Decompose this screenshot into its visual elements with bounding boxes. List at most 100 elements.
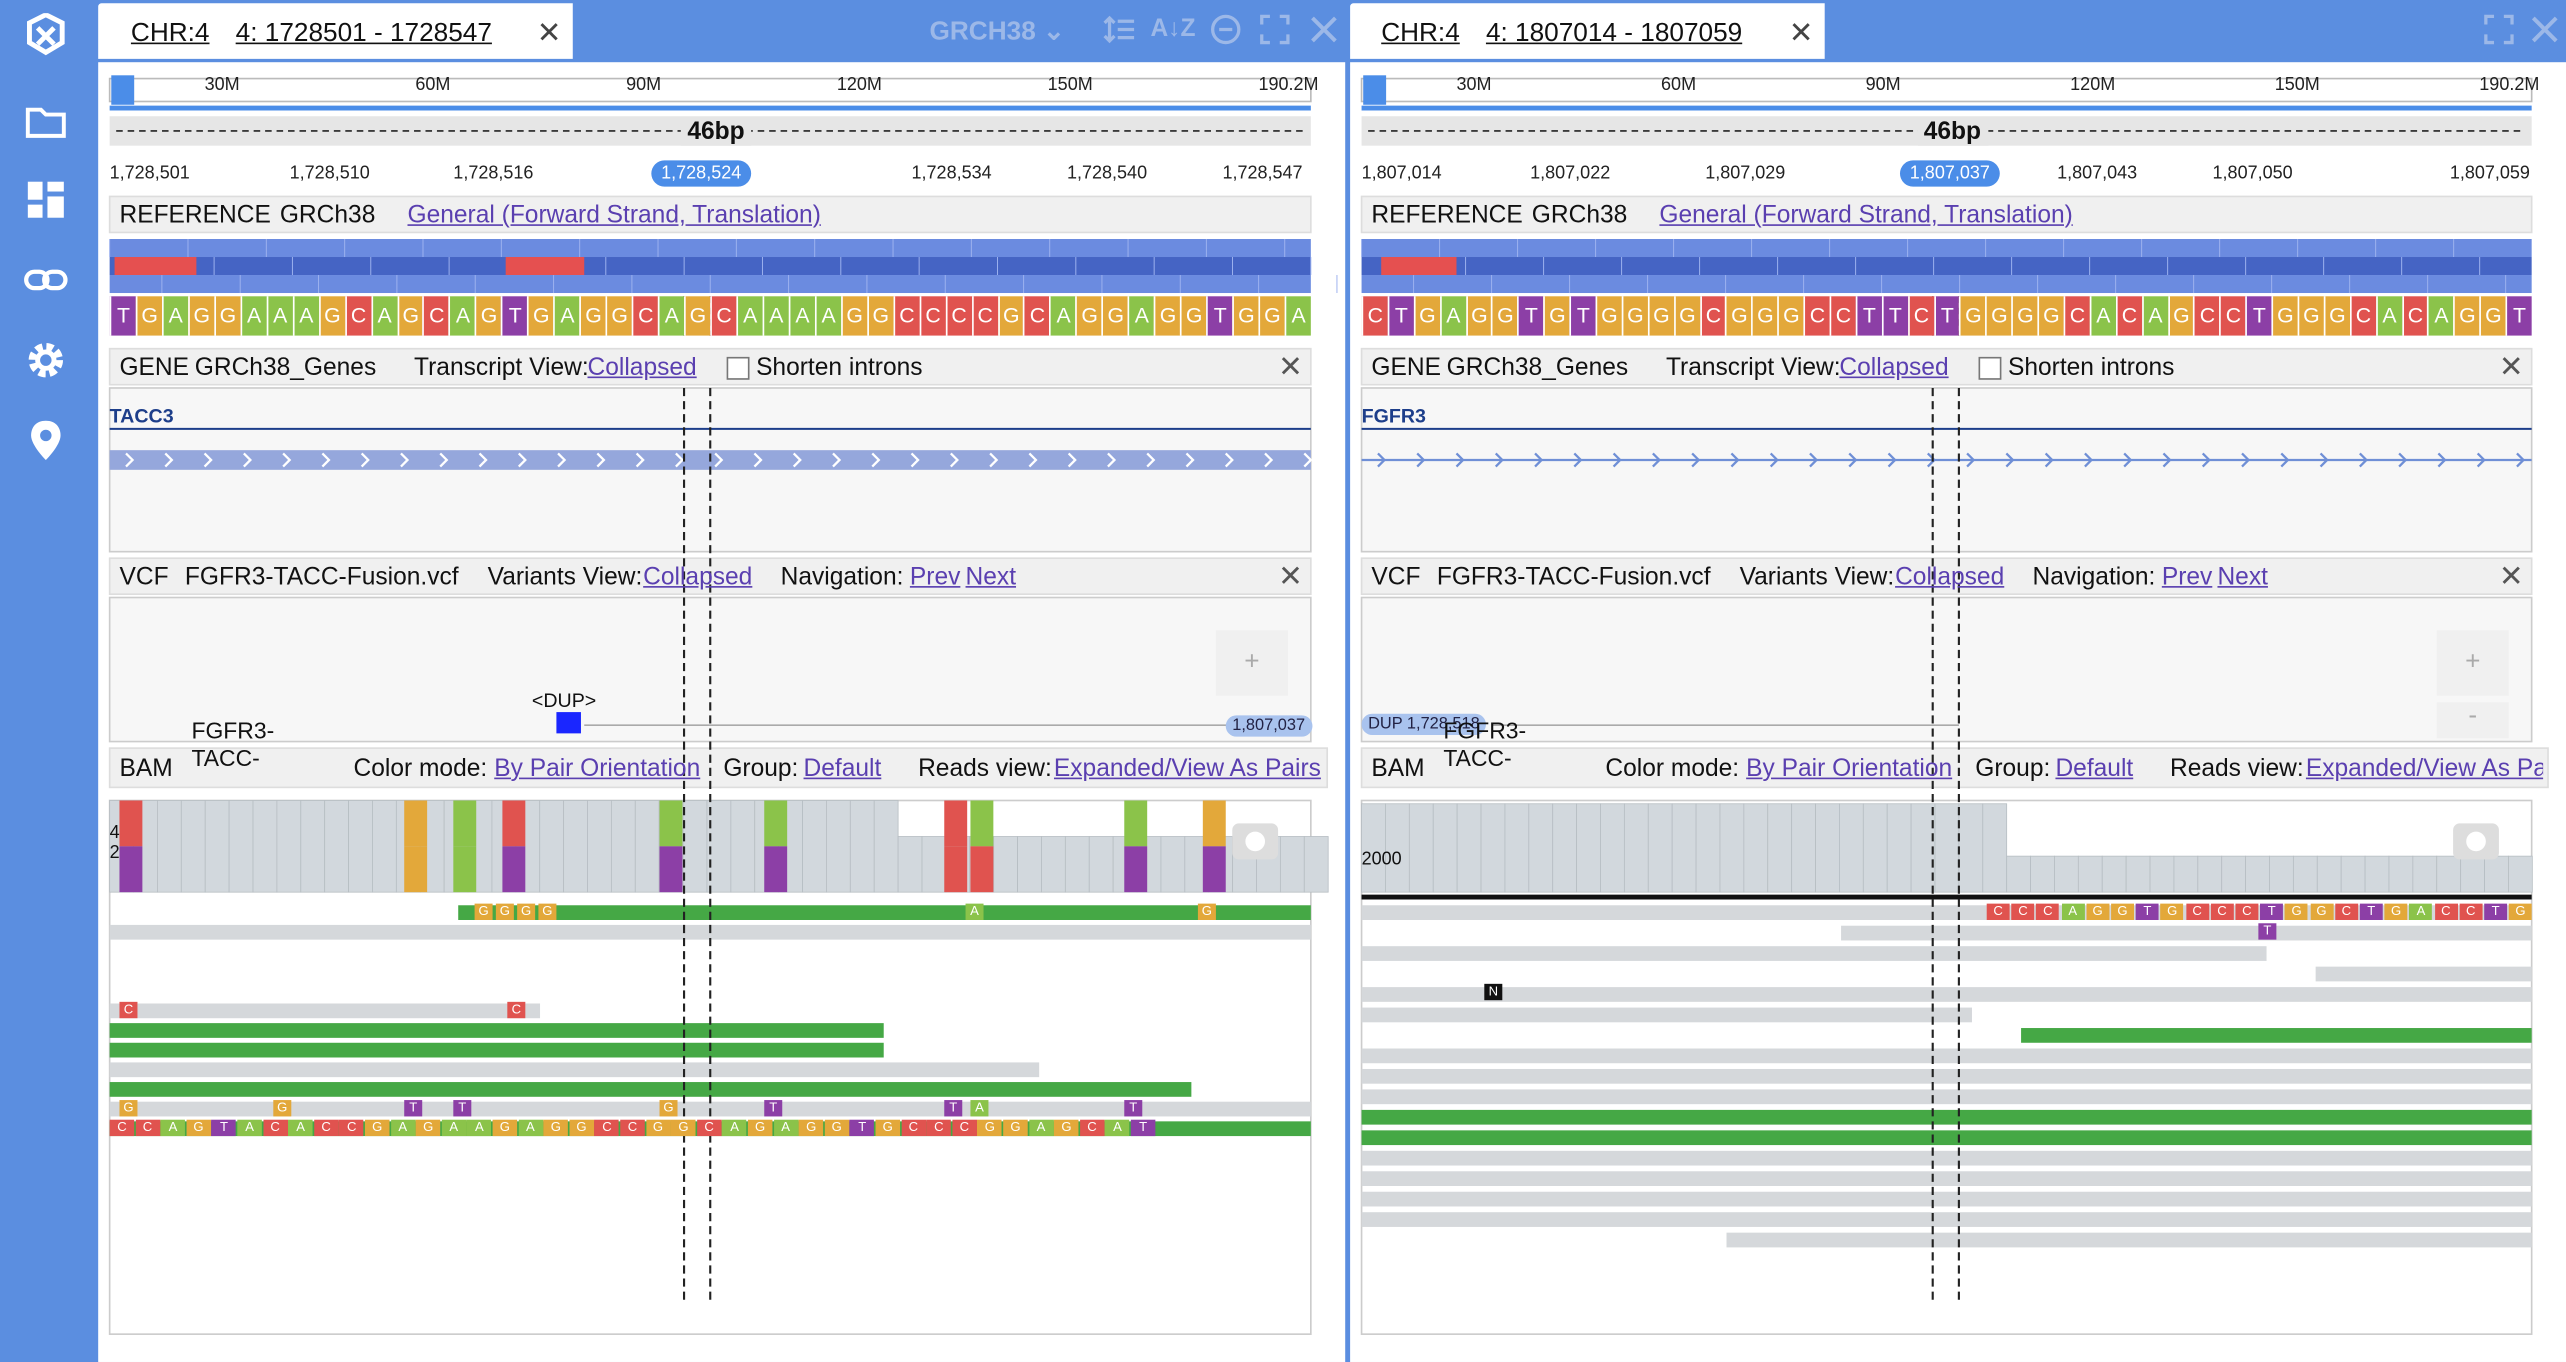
expand-rows-icon[interactable] <box>1103 13 1136 46</box>
softclip-base: A <box>237 1119 262 1137</box>
aligned-read <box>1726 1232 2532 1248</box>
reference-base: G <box>1985 296 2012 336</box>
reference-base: G <box>684 296 711 336</box>
transcript-view-link[interactable]: Collapsed <box>587 353 697 382</box>
strand-arrow <box>1769 452 1779 468</box>
softclip-base: G <box>2310 903 2333 920</box>
reference-view-link[interactable]: General (Forward Strand, Translation) <box>407 201 821 230</box>
aligned-read <box>1361 946 2267 961</box>
gear-icon[interactable] <box>23 337 69 383</box>
softclip-base: A <box>773 1119 798 1137</box>
center-position-pill: 1,807,037 <box>1899 160 2000 187</box>
next-variant-link[interactable]: Next <box>2217 563 2268 591</box>
chromosome-label[interactable]: CHR:4 <box>1381 19 1460 48</box>
sort-az-icon[interactable]: A↓Z <box>1150 14 1196 43</box>
locus-tab[interactable]: CHR:4 4: 1807014 - 1807059 ✕ <box>1350 3 1825 59</box>
reference-genome-name: GRCh38 <box>279 201 376 230</box>
gene-track-type: GENE <box>1371 353 1441 382</box>
browser-panel-right: CHR:4 4: 1807014 - 1807059 ✕ 30M 60M 90M 12… <box>1350 0 2566 1362</box>
stop-codon <box>114 257 197 276</box>
reference-base: G <box>1647 296 1674 336</box>
locus-range[interactable]: 4: 1728501 - 1728547 <box>235 19 492 48</box>
next-variant-link[interactable]: Next <box>965 563 1017 591</box>
reads-view-link[interactable]: Expanded/View As Pairs <box>2305 754 2543 783</box>
close-track-icon[interactable]: ✕ <box>2498 350 2524 384</box>
strand-arrow <box>360 452 370 468</box>
strand-arrow <box>1887 452 1897 468</box>
transcript-view-link[interactable]: Collapsed <box>1839 353 1949 382</box>
vcf-zoom-out-button[interactable]: - <box>2436 702 2509 739</box>
locus-range[interactable]: 4: 1807014 - 1807059 <box>1485 19 1743 48</box>
vcf-zoom-in-button[interactable]: + <box>1215 630 1288 696</box>
reference-genome-name: GRCh38 <box>1531 201 1628 230</box>
reference-base: C <box>2401 296 2428 336</box>
coverage-mismatch <box>119 800 143 847</box>
close-tab-icon[interactable]: ✕ <box>536 16 562 50</box>
softclip-base: C <box>135 1119 160 1137</box>
shorten-introns-checkbox[interactable] <box>1978 356 2002 380</box>
reference-base: G <box>2479 296 2506 336</box>
softclip-base: G <box>492 1119 518 1137</box>
close-panel-icon[interactable] <box>1308 13 1341 46</box>
variants-view-link[interactable]: Collapsed <box>1895 563 2005 591</box>
softclip-base: G <box>2086 903 2110 920</box>
read-mismatch-base: T <box>453 1100 472 1117</box>
aligned-read <box>1361 1212 2532 1227</box>
close-panel-icon[interactable] <box>2528 13 2561 46</box>
color-mode-label: Color mode: <box>1605 754 1740 783</box>
fullscreen-icon[interactable] <box>1258 13 1291 46</box>
reference-base: T <box>1517 296 1544 336</box>
vcf-track-name: FGFR3-TACC-Fusion.vcf <box>184 563 459 591</box>
logo-icon[interactable] <box>23 13 69 59</box>
chromosome-label[interactable]: CHR:4 <box>130 19 210 48</box>
locus-tab[interactable]: CHR:4 4: 1728501 - 1728547 ✕ <box>98 3 573 59</box>
reads-view-link[interactable]: Expanded/View As Pairs <box>1053 754 1321 783</box>
color-mode-link[interactable]: By Pair Orientation <box>1746 754 1953 783</box>
group-link[interactable]: Default <box>2055 754 2134 783</box>
color-mode-link[interactable]: By Pair Orientation <box>494 754 701 783</box>
group-link[interactable]: Default <box>803 754 882 783</box>
close-track-icon[interactable]: ✕ <box>2498 559 2524 593</box>
softclip-base: A <box>722 1119 747 1137</box>
shorten-introns-checkbox[interactable] <box>726 356 750 380</box>
read-mismatch-base: G <box>538 903 557 920</box>
link-icon[interactable] <box>23 257 69 303</box>
navigation-label: Navigation: <box>2032 563 2156 591</box>
softclip-base: C <box>696 1119 722 1137</box>
close-track-icon[interactable]: ✕ <box>1278 350 1303 384</box>
reference-base: G <box>579 296 606 336</box>
reference-base: T <box>109 296 136 336</box>
zoom-out-icon[interactable] <box>1209 13 1242 46</box>
read-mismatch-base: T <box>2258 923 2277 940</box>
reference-base: A <box>1439 296 1466 336</box>
prev-variant-link[interactable]: Prev <box>909 563 961 591</box>
prev-variant-link[interactable]: Prev <box>2161 563 2213 591</box>
gene-track-header <box>108 347 1312 386</box>
strand-arrow <box>1809 452 1819 468</box>
fullscreen-icon[interactable] <box>2483 13 2516 46</box>
stop-codon <box>505 257 585 276</box>
variants-view-link[interactable]: Collapsed <box>643 563 753 591</box>
reference-base: C <box>2063 296 2090 336</box>
read-mismatch-base: A <box>965 903 984 920</box>
strand-arrow <box>2437 452 2447 468</box>
reference-base: G <box>1413 296 1440 336</box>
close-track-icon[interactable]: ✕ <box>1278 559 1303 593</box>
aligned-read <box>1361 1089 2532 1105</box>
location-pin-icon[interactable] <box>23 417 69 463</box>
close-tab-icon[interactable]: ✕ <box>1788 16 1814 50</box>
panel-body: 30M 60M 90M 120M 150M 190.2M 46bp 1,807,014 1,80… <box>1350 62 2566 1362</box>
softclip-base: A <box>441 1119 467 1137</box>
reference-base: G <box>475 296 502 336</box>
strand-arrow <box>910 452 920 468</box>
bam-track-type: BAM <box>119 754 173 783</box>
dashboard-icon[interactable] <box>23 177 69 223</box>
reference-view-link[interactable]: General (Forward Strand, Translation) <box>1659 201 2073 230</box>
coverage-bar <box>1303 836 1329 893</box>
genome-select[interactable]: GRCH38 ⌄ <box>929 18 1065 46</box>
coverage-mismatch <box>970 846 994 893</box>
vcf-zoom-in-button[interactable]: + <box>2436 630 2509 696</box>
folder-icon[interactable] <box>23 98 69 144</box>
softclip-base: G <box>186 1119 211 1137</box>
softclip-base: G <box>2509 903 2532 920</box>
